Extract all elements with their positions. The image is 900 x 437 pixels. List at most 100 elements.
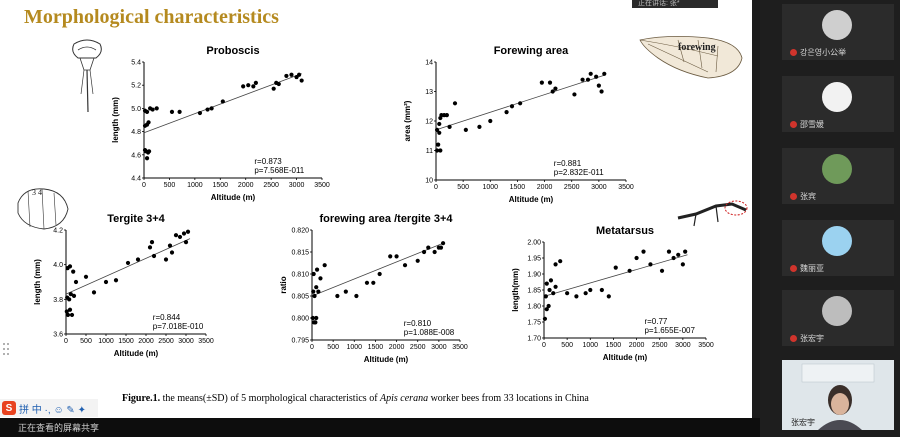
data-point <box>169 109 175 114</box>
avatar <box>822 154 852 184</box>
data-point <box>599 287 604 293</box>
ime-toolbar[interactable]: S 拼 中 ·, ☺ ✎ ✦ <box>0 399 98 417</box>
data-point <box>209 106 214 111</box>
data-point <box>437 130 442 135</box>
data-point <box>627 268 632 273</box>
drag-handle-icon[interactable] <box>2 342 10 356</box>
x-tick-label: 2500 <box>158 338 174 345</box>
mic-muted-icon <box>790 121 797 128</box>
data-point <box>177 109 182 114</box>
x-tick-label: 1500 <box>212 182 228 189</box>
data-point <box>574 294 579 299</box>
x-axis-label: Altitude (m) <box>603 353 648 362</box>
data-point <box>284 73 289 79</box>
data-point <box>64 309 69 314</box>
p-value: p=1.655E-007 <box>644 326 695 335</box>
trend-line <box>311 242 444 297</box>
data-point <box>613 265 618 270</box>
data-point <box>438 245 444 250</box>
x-tick-label: 3500 <box>314 182 330 189</box>
x-axis-label: Altitude (m) <box>364 355 409 364</box>
data-point <box>488 118 493 124</box>
participant-tile[interactable]: 魏丽亚 <box>782 220 894 276</box>
data-point <box>558 259 563 264</box>
data-point <box>167 243 173 248</box>
data-point <box>183 240 189 245</box>
x-tick-label: 3000 <box>289 182 305 189</box>
caption-text: the means(±SD) of 5 morphological charac… <box>160 393 381 404</box>
r-value: r=0.77 <box>644 317 667 326</box>
data-point <box>276 81 281 87</box>
data-point <box>144 109 150 114</box>
participant-tile[interactable]: 강은영小公举 <box>782 4 894 60</box>
data-point <box>314 315 319 321</box>
ime-toolbar-label: 拼 中 ·, ☺ ✎ ✦ <box>19 404 86 416</box>
data-point <box>550 89 555 94</box>
y-tick-label: 1.75 <box>527 320 541 327</box>
data-point <box>197 110 203 116</box>
tergite-label: 3 4 <box>32 188 42 197</box>
data-point <box>588 287 593 293</box>
data-point <box>543 294 548 299</box>
x-tick-label: 500 <box>164 182 176 189</box>
y-tick-label: 1.90 <box>527 272 541 279</box>
data-point <box>314 267 320 272</box>
data-point <box>539 80 544 85</box>
proboscis-illustration <box>72 39 102 113</box>
sogou-icon[interactable]: S <box>2 401 16 415</box>
metatarsus-illustration <box>677 200 748 227</box>
y-tick-label: 0.800 <box>291 316 309 323</box>
data-point <box>452 101 458 106</box>
participant-name: 魏丽亚 <box>800 264 824 273</box>
y-tick-label: 4.2 <box>53 228 63 235</box>
data-point <box>173 233 179 238</box>
x-tick-label: 3000 <box>178 338 194 345</box>
y-axis-label: area (mm²) <box>403 100 412 141</box>
data-point <box>364 280 370 285</box>
data-point <box>421 249 427 255</box>
p-value: p=2.832E-011 <box>554 168 604 177</box>
mic-muted-icon <box>790 265 797 272</box>
data-point <box>289 72 294 77</box>
participant-tile[interactable]: 张宾 <box>782 148 894 204</box>
chart-title: Proboscis <box>206 45 259 57</box>
forewing-illustration: forewing <box>639 36 743 79</box>
data-point <box>544 307 549 312</box>
x-tick-label: 2500 <box>263 182 279 189</box>
participant-name: 강은영小公举 <box>800 48 847 57</box>
participant-tile[interactable]: 邵雪媛 <box>782 76 894 132</box>
data-point <box>544 281 549 286</box>
data-point <box>596 83 601 88</box>
avatar <box>822 82 852 112</box>
data-point <box>163 257 169 262</box>
y-tick-label: 0.795 <box>291 338 309 345</box>
data-point <box>437 121 442 127</box>
data-point <box>666 249 672 254</box>
data-point <box>135 257 141 262</box>
participant-sidebar: 강은영小公举 邵雪媛 张宾 魏丽亚 张宏宇 张宏宇 <box>760 0 900 437</box>
x-tick-label: 500 <box>561 342 573 349</box>
y-tick-label: 0.810 <box>291 272 309 279</box>
active-speaker-video[interactable]: 张宏宇 <box>782 360 894 430</box>
data-point <box>436 142 441 147</box>
x-tick-label: 0 <box>434 184 438 191</box>
data-point <box>432 249 437 255</box>
data-point <box>599 89 604 94</box>
figure-caption: Figure.1. the means(±SD) of 5 morphologi… <box>122 393 589 404</box>
data-point <box>377 271 382 277</box>
participant-tile[interactable]: 张宏宇 <box>782 290 894 346</box>
data-point <box>553 284 558 289</box>
x-tick-label: 2000 <box>238 182 254 189</box>
data-point <box>509 104 515 109</box>
data-point <box>444 113 449 118</box>
x-tick-label: 2500 <box>410 344 426 351</box>
y-axis-label: length (mm) <box>33 259 42 305</box>
data-point <box>518 101 523 106</box>
chart-forewing-area: Forewing area 0 500 1000 1500 2000 2500 3000 350… <box>403 45 634 204</box>
data-point <box>71 269 76 274</box>
speaking-indicator: 正在讲话: 张* <box>632 0 718 8</box>
y-tick-label: 12 <box>425 119 433 126</box>
data-point <box>113 278 119 283</box>
data-point <box>103 279 109 285</box>
data-point <box>125 260 131 266</box>
